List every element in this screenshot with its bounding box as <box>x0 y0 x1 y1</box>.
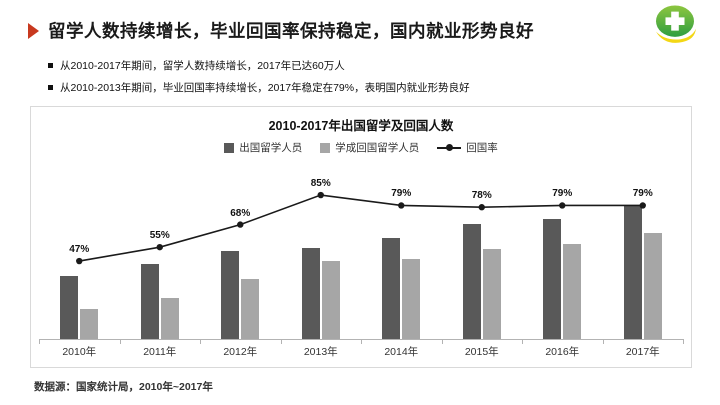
bar-study-abroad <box>221 251 240 339</box>
bar-returned <box>402 258 421 339</box>
legend-swatch <box>320 142 331 153</box>
line-marker-dot-icon <box>446 144 454 151</box>
chart-title: 2010-2017年出国留学及回国人数 <box>268 119 454 133</box>
line-point-marker <box>76 257 83 265</box>
return-rate-line <box>76 191 646 265</box>
page-title: 留学人数持续增长，毕业回国率保持稳定，国内就业形势良好 <box>48 21 534 41</box>
x-axis-tick <box>522 339 523 344</box>
x-axis-tick <box>683 339 684 344</box>
line-value-label: 79% <box>632 188 653 200</box>
x-axis-tick <box>119 339 121 344</box>
line-value-label: 85% <box>310 178 331 190</box>
return-rate-path <box>79 194 643 262</box>
line-marker-icon <box>437 144 462 151</box>
bar-returned <box>80 309 99 339</box>
line-point-marker <box>237 221 244 228</box>
line-value-label: 79% <box>391 188 412 200</box>
bullet-square-icon <box>48 85 53 90</box>
bullet-list: 从2010-2017年期间，留学人数持续增长，2017年已达60万人 从2010… <box>48 58 470 102</box>
x-axis-tick <box>602 339 604 344</box>
line-point-marker <box>478 204 485 211</box>
x-axis-label: 2016年 <box>545 346 580 358</box>
line-point-marker <box>559 202 566 209</box>
bullet-text: 从2010-2017年期间，留学人数持续增长，2017年已达60万人 <box>60 60 345 72</box>
bar-returned <box>160 298 179 339</box>
x-axis-tick <box>200 339 201 344</box>
bar-study-abroad <box>60 276 79 339</box>
x-axis-label: 2014年 <box>384 346 419 358</box>
bar-study-abroad <box>462 223 481 339</box>
x-axis-label: 2017年 <box>625 346 660 358</box>
line-point-marker <box>317 191 324 199</box>
logo-svg <box>656 5 696 43</box>
bar-study-abroad <box>140 264 159 339</box>
line-value-label: 47% <box>69 244 90 256</box>
bar-study-abroad <box>301 247 320 339</box>
title-arrow-icon <box>28 22 39 39</box>
x-axis-label: 2011年 <box>143 346 177 358</box>
legend-item: 回国率 <box>437 140 498 155</box>
bar-returned <box>241 278 260 339</box>
data-source-note: 数据源：国家统计局，2010年~2017年 <box>34 381 213 393</box>
plot-area: 2010年 2011年 2012年 2013年 2014年 2015年 2016年 2017年… <box>39 157 684 365</box>
bullet-item: 从2010-2013年期间，毕业回国率持续增长，2017年稳定在79%，表明国内… <box>48 80 470 95</box>
x-axis-tick <box>39 339 40 344</box>
line-value-label: 68% <box>230 207 251 219</box>
legend-label: 出国留学人员 <box>239 142 303 154</box>
line-value-label: 78% <box>471 190 492 202</box>
green-cross-logo-icon <box>652 5 698 43</box>
bullet-item: 从2010-2017年期间，留学人数持续增长，2017年已达60万人 <box>48 58 470 73</box>
bar-study-abroad <box>543 219 562 339</box>
legend-swatch <box>224 142 235 153</box>
x-axis-label: 2012年 <box>223 346 258 358</box>
legend-item: 出国留学人员 <box>224 140 302 155</box>
line-point-marker <box>639 202 646 209</box>
slide-title-row: 留学人数持续增长，毕业回国率保持稳定，国内就业形势良好 <box>28 18 534 43</box>
bullet-square-icon <box>48 63 53 68</box>
x-axis-label: 2013年 <box>303 346 338 358</box>
line-value-label: 79% <box>552 188 573 200</box>
bar-study-abroad <box>623 205 642 339</box>
bar-returned <box>321 261 340 339</box>
line-point-marker <box>398 202 405 209</box>
bar-returned <box>482 249 501 339</box>
legend-label: 学成回国留学人员 <box>335 142 420 154</box>
legend-label: 回国率 <box>466 142 498 154</box>
chart-legend: 出国留学人员 学成回国留学人员 回国率 <box>31 140 691 155</box>
x-axis-label: 2010年 <box>62 346 97 358</box>
bar-returned <box>643 233 662 339</box>
legend-item: 学成回国留学人员 <box>320 140 419 155</box>
bar-returned <box>563 243 582 339</box>
line-point-marker <box>156 243 163 251</box>
line-value-label: 55% <box>149 230 170 242</box>
bar-study-abroad <box>382 237 401 339</box>
x-axis-label: 2015年 <box>464 346 499 358</box>
chart-container: 2010-2017年出国留学及回国人数 出国留学人员 学成回国留学人员 回国率 20… <box>30 106 692 368</box>
x-axis-tick <box>441 339 443 344</box>
x-axis-tick <box>280 339 282 344</box>
x-axis-tick <box>361 339 362 344</box>
bullet-text: 从2010-2013年期间，毕业回国率持续增长，2017年稳定在79%，表明国内… <box>60 82 470 94</box>
